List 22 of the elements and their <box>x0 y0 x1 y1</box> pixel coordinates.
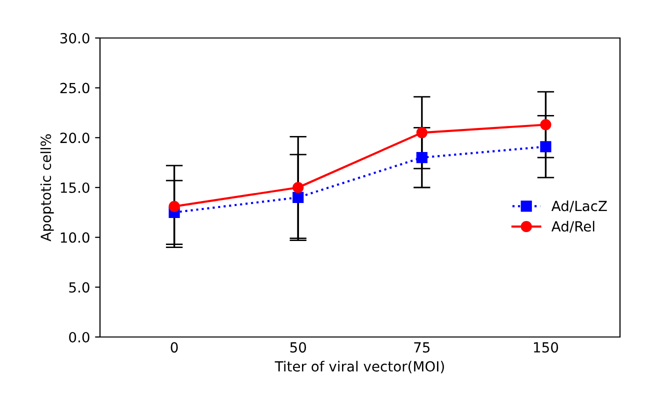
point <box>540 119 552 130</box>
point <box>416 127 428 138</box>
y-tick-label: 0.0 <box>69 332 90 342</box>
point <box>292 192 304 204</box>
y-axis-title: Apoptotic cell% <box>40 134 54 242</box>
x-tick-label: 75 <box>414 342 430 353</box>
point <box>540 141 552 152</box>
y-tick-label: 10.0 <box>60 232 90 243</box>
y-tick-label: 5.0 <box>69 282 90 293</box>
x-axis-title: Titer of viral vector(MOI) <box>274 360 444 374</box>
x-tick-label: 0 <box>170 342 178 353</box>
y-tick-label: 15.0 <box>60 182 90 193</box>
x-tick-label: 50 <box>290 342 306 353</box>
legend-label: Ad/LacZ <box>551 200 607 212</box>
point <box>292 182 304 194</box>
point <box>168 200 180 212</box>
y-tick-label: 30.0 <box>60 32 90 44</box>
y-tick-label: 20.0 <box>60 132 90 144</box>
x-tick-label: 150 <box>534 342 558 353</box>
y-tick-label: 25.0 <box>60 82 90 94</box>
point <box>416 152 428 164</box>
legend-label: Ad/Rel <box>551 220 594 233</box>
